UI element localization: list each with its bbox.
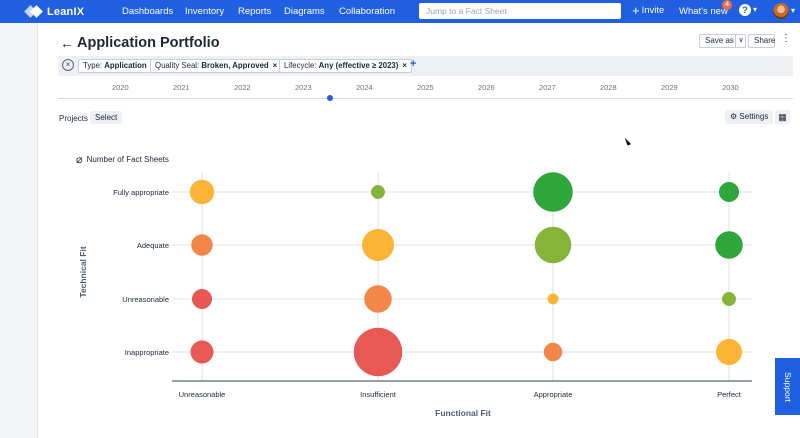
timeline-handle[interactable] <box>327 95 333 101</box>
table-view-icon[interactable]: ▦ <box>775 110 790 124</box>
bubble <box>190 340 214 364</box>
user-avatar[interactable] <box>773 3 789 19</box>
remove-filter-icon[interactable]: × <box>272 61 278 70</box>
bubble <box>534 226 572 264</box>
filter-label: Type: <box>83 61 105 70</box>
bubble <box>364 285 392 313</box>
nav-collaboration[interactable]: Collaboration <box>339 6 395 17</box>
save-as-button[interactable]: Save as <box>699 34 746 48</box>
bubble <box>191 234 213 256</box>
bubble <box>547 293 559 305</box>
chevron-down-icon[interactable]: ∨ <box>735 34 746 48</box>
help-icon[interactable]: ? <box>739 4 751 16</box>
timeline-year[interactable]: 2025 <box>417 83 434 92</box>
bubble <box>716 339 742 365</box>
more-options-icon[interactable]: ⋮ <box>781 33 791 44</box>
nav-dashboards[interactable]: Dashboards <box>122 6 174 17</box>
chevron-down-icon[interactable]: ▾ <box>791 6 796 15</box>
projects-label: Projects <box>59 114 88 123</box>
timeline-year[interactable]: 2022 <box>234 83 251 92</box>
timeline-year[interactable]: 2021 <box>173 83 190 92</box>
filter-value: Application <box>104 61 147 70</box>
timeline-year[interactable]: 2026 <box>478 83 495 92</box>
bubble <box>192 289 212 309</box>
size-legend: ⌀ Number of Fact Sheets <box>76 153 169 166</box>
invite-label: Invite <box>641 5 665 16</box>
timeline-year[interactable]: 2030 <box>722 83 739 92</box>
timeline-year[interactable]: 2029 <box>661 83 678 92</box>
top-nav: LeanIX Dashboards Inventory Reports Diag… <box>0 0 800 23</box>
y-tick-label: Unreasonable <box>122 295 169 304</box>
bubble <box>362 229 394 261</box>
brand-name: LeanIX <box>47 5 85 18</box>
bubble <box>189 179 215 205</box>
mouse-cursor <box>624 136 632 146</box>
filter-value: Any (effective ≥ 2023) <box>318 61 399 70</box>
filter-chip-type[interactable]: Type: Application <box>78 59 152 73</box>
add-filter-icon[interactable]: + <box>410 58 417 70</box>
x-tick-label: Perfect <box>717 390 742 399</box>
left-gutter <box>0 23 38 438</box>
invite-button[interactable]: + Invite <box>632 2 665 18</box>
timeline-year[interactable]: 2027 <box>539 83 556 92</box>
chevron-down-icon[interactable]: ▾ <box>753 5 758 14</box>
bubble <box>543 342 563 362</box>
select-projects-button[interactable]: Select <box>90 111 123 124</box>
bubble <box>371 185 385 199</box>
y-axis-title: Technical Fit <box>78 246 88 297</box>
timeline-year[interactable]: 2020 <box>112 83 129 92</box>
x-tick-label: Insufficient <box>360 390 397 399</box>
support-label: Support <box>782 371 793 402</box>
filter-chip-lifecycle[interactable]: Lifecycle: Any (effective ≥ 2023) × <box>279 59 412 73</box>
timeline-year[interactable]: 2024 <box>356 83 373 92</box>
share-button[interactable]: Share <box>748 34 775 48</box>
logo-icon <box>24 5 44 18</box>
whats-new-button[interactable]: What's new <box>679 6 728 17</box>
y-tick-label: Inappropriate <box>125 348 169 357</box>
plus-icon: + <box>632 2 640 18</box>
bubble <box>722 292 736 306</box>
x-tick-label: Appropriate <box>534 390 573 399</box>
timeline-track[interactable] <box>58 98 793 99</box>
x-tick-label: Unreasonable <box>179 390 226 399</box>
bubble <box>353 327 403 377</box>
bubble <box>715 231 743 259</box>
notification-count-badge: 4 <box>722 0 732 10</box>
nav-diagrams[interactable]: Diagrams <box>284 6 325 17</box>
legend-label: Number of Fact Sheets <box>86 155 169 164</box>
filter-label: Quality Seal: <box>155 61 202 70</box>
filter-bar: × Type: Application Quality Seal: Broken… <box>58 56 793 76</box>
x-axis-title: Functional Fit <box>435 408 491 418</box>
settings-label: Settings <box>739 112 769 121</box>
leanix-logo[interactable]: LeanIX <box>24 4 85 19</box>
search-input[interactable] <box>419 3 621 19</box>
timeline-year[interactable]: 2028 <box>600 83 617 92</box>
filter-label: Lifecycle: <box>284 61 319 70</box>
nav-inventory[interactable]: Inventory <box>185 6 225 17</box>
support-tab[interactable]: Support <box>775 358 800 415</box>
y-tick-label: Adequate <box>137 241 169 250</box>
diameter-icon: ⌀ <box>76 154 83 166</box>
page-title: Application Portfolio <box>77 35 220 51</box>
gear-icon: ⚙ <box>730 112 740 121</box>
settings-button[interactable]: ⚙ Settings <box>725 110 774 124</box>
timeline-year[interactable]: 2023 <box>295 83 312 92</box>
nav-reports[interactable]: Reports <box>238 6 272 17</box>
clear-filters-icon[interactable]: × <box>62 59 74 71</box>
filter-chip-quality-seal[interactable]: Quality Seal: Broken, Approved × <box>150 59 283 73</box>
filter-value: Broken, Approved <box>201 61 269 70</box>
remove-filter-icon[interactable]: × <box>402 61 407 70</box>
bubble <box>533 172 573 212</box>
back-arrow-icon[interactable]: ← <box>60 35 74 51</box>
y-tick-label: Fully appropriate <box>113 188 169 197</box>
bubble <box>719 182 739 202</box>
